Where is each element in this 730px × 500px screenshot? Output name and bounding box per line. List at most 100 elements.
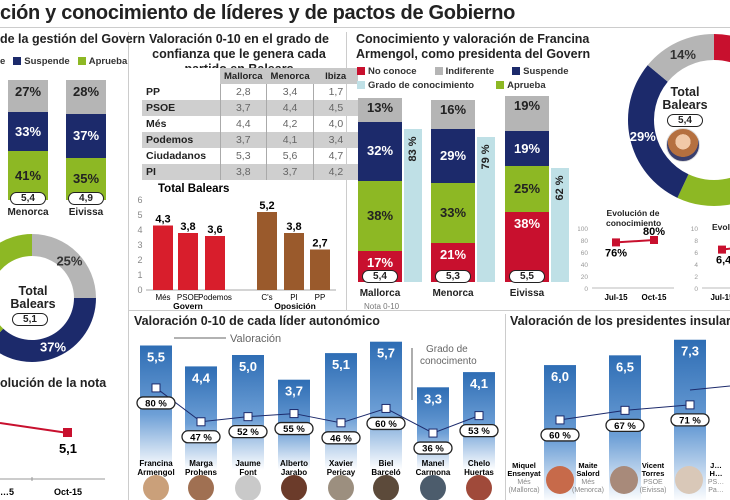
president-island: (Eivissa) — [640, 487, 667, 494]
conocimiento-badge — [413, 441, 453, 455]
president-name: H… — [710, 469, 723, 478]
conocimiento-point — [428, 428, 438, 438]
leader-name: Biel — [379, 459, 394, 468]
donut-nota: 5,4 — [667, 114, 703, 127]
bar-value-label: 41% — [14, 167, 42, 183]
bar-segment: 28% — [66, 80, 106, 114]
y-tick-label: 60 — [581, 250, 589, 257]
legend-swatch — [13, 57, 22, 65]
nota-label: Nota 0-10 — [364, 302, 400, 311]
conocimiento-label: 62 % — [554, 175, 566, 201]
leader-avatar — [373, 475, 399, 500]
bar — [178, 233, 198, 290]
y-tick-label: 40 — [581, 262, 589, 269]
data-point — [612, 238, 620, 247]
president-avatar — [546, 466, 574, 494]
group-label: Oposición — [274, 301, 316, 310]
x-tick-label: Oct-15 — [54, 487, 82, 497]
gestion-total-donut: 25% 37% — [0, 234, 96, 362]
bar-value-label: 38% — [513, 216, 541, 232]
bar-value-label: 5,2 — [259, 200, 274, 212]
bar-value-label: 5,0 — [239, 359, 257, 374]
category-label: Eivissa — [68, 207, 104, 218]
bar-segment: 33% — [431, 182, 475, 244]
gestion-legend: e Suspende Aprueba — [0, 56, 127, 67]
leader-name: Barceló — [371, 468, 400, 477]
category-label: Menorca — [432, 288, 474, 299]
x-tick-label: PI — [290, 293, 298, 302]
confianza-total-chart: 0 1 2 3 4 5 6 Total Balears 4,3 Més 3,8 PSOE 3,6 Pode… — [137, 183, 336, 310]
y-tick-label: 6 — [694, 250, 698, 257]
nota-badge: 5,5 — [509, 270, 545, 283]
bar-value-label: 25% — [513, 181, 541, 197]
confianza-table: Mallorca Menorca Ibiza PP 2,8 3,4 1,7 PSOE 3,… — [142, 68, 358, 180]
donut-center-label: Total Balears — [10, 284, 56, 311]
bar-segment: 29% — [431, 129, 475, 183]
value-cell: 3,4 — [313, 132, 358, 148]
data-label: 76% — [605, 247, 627, 259]
leader-name: Prohens — [185, 468, 218, 477]
bar-value-label: 4,1 — [470, 376, 488, 391]
conocimiento-label: 52 % — [237, 427, 259, 438]
presidentes-chart: 6,06,57,360 %67 % 71 %MiquelEnsenyatMés(M… — [507, 339, 730, 500]
donut-label: 25% — [56, 254, 82, 269]
president-name: Maite — [578, 461, 597, 470]
bar-segment: 38% — [358, 180, 402, 251]
value-cell: 3,7 — [219, 132, 267, 148]
table-row: Més 4,4 4,2 4,0 — [142, 116, 358, 132]
x-tick-label: Jul-15 — [710, 293, 730, 302]
data-label: 5,1 — [59, 441, 77, 456]
bar-value-label: 3,8 — [180, 221, 195, 233]
bar-value-label: 19% — [513, 98, 541, 114]
table-header-row: Mallorca Menorca Ibiza — [142, 68, 358, 84]
bar-value-label: 5,7 — [377, 346, 395, 361]
bar-value-label: 5,1 — [332, 357, 350, 372]
party-cell: Més — [146, 118, 167, 130]
donut-label: 14% — [670, 47, 696, 62]
title-divider — [0, 27, 730, 28]
bar-value-label: 27% — [14, 84, 42, 99]
leader-name: Alberto — [280, 459, 308, 468]
value-cell: 3,8 — [219, 164, 267, 180]
bar-segment: 19% — [505, 131, 549, 167]
legend-item: Aprueba — [496, 80, 546, 91]
value-cell: 3,4 — [266, 84, 314, 100]
bar-segment: 37% — [66, 113, 106, 158]
conocimiento-point — [555, 415, 565, 425]
nota-badge: 4,9 — [68, 192, 104, 205]
donut-slice — [0, 298, 96, 362]
legend-swatch — [512, 67, 521, 75]
conocimiento-badge — [366, 416, 406, 431]
leader-avatar — [466, 475, 492, 500]
conocimiento-badge — [181, 430, 221, 444]
evolucion-conocimiento-chart: 0 20 40 60 80 100 76% Jul-15 80% Oct-15 — [578, 226, 674, 302]
bar — [257, 212, 277, 290]
bar — [463, 372, 495, 470]
legend-item: Grado de conocimiento — [357, 80, 474, 91]
x-tick-label: Jul-15 — [604, 293, 628, 302]
leader-name: Xavier — [329, 459, 353, 468]
conocimiento-label: 55 % — [283, 424, 305, 435]
legend-item: e — [0, 56, 6, 67]
bar-value-label: 16% — [439, 101, 467, 117]
bar-segment: 33% — [8, 112, 48, 152]
leader-name: Pericay — [327, 468, 356, 477]
x-tick-label: …5 — [0, 487, 14, 497]
armengol-legend-row1: No conoce Indiferente Suspende — [357, 66, 569, 77]
conocimiento-badge — [274, 421, 314, 436]
bar-value-label: 6,5 — [616, 359, 634, 374]
lideres-chart: 5,5 4,4 5,0 3,7 5,1 5,7 3,3 4,1 80 % 47 % 52 % 55 %… — [136, 333, 499, 500]
bar-value-label: 5,5 — [147, 350, 165, 365]
bar-value-label: 3,7 — [285, 384, 303, 399]
leader-name: Francina — [139, 459, 173, 468]
conocimiento-badge — [321, 431, 361, 445]
conocimiento-badge — [670, 413, 710, 427]
legend-swatch — [357, 81, 365, 89]
conocimiento-annotation: conocimento — [420, 356, 477, 367]
president-name: J… — [710, 461, 722, 470]
evolucion-nota-chart: 5,1 …5 Oct-15 — [0, 422, 105, 497]
value-cell: 4,7 — [313, 148, 358, 164]
conocimiento-line — [155, 387, 480, 434]
conocimiento-bar: 79 % — [477, 136, 495, 282]
x-tick-label: Podemos — [198, 293, 232, 302]
